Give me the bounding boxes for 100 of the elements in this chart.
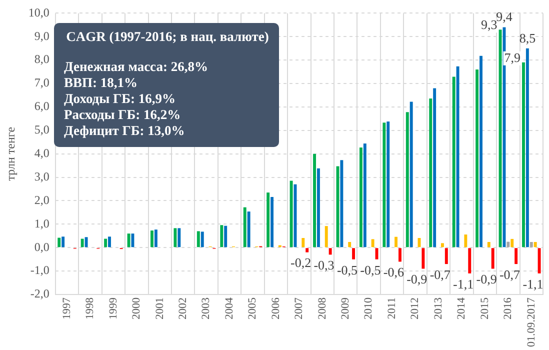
x-tick-label: 2007 xyxy=(293,297,306,320)
bar xyxy=(127,234,130,248)
bar xyxy=(502,27,506,248)
bar xyxy=(174,228,177,248)
annotation: Расходы ГБ: 16,2% xyxy=(64,107,182,123)
bar xyxy=(476,69,479,248)
x-tick-label: 1998 xyxy=(84,297,96,320)
annotation: CAGR (1997-2016; в нац. валюте) xyxy=(65,29,270,45)
bar xyxy=(382,122,386,248)
bar xyxy=(440,243,444,248)
bar xyxy=(452,76,456,248)
data-label: -0,3 xyxy=(314,258,334,273)
bar xyxy=(398,248,402,262)
bar xyxy=(506,242,510,248)
bar xyxy=(302,238,305,248)
data-label: -0,9 xyxy=(476,272,497,287)
bar xyxy=(480,56,482,248)
bar xyxy=(394,236,398,248)
y-tick-label: -1,0 xyxy=(30,263,50,278)
y-axis-title: трлн тенге xyxy=(3,126,18,181)
bar xyxy=(131,234,134,248)
x-tick-label: 2016 xyxy=(502,297,514,320)
x-tick-label: 2000 xyxy=(130,297,143,320)
x-tick-label: 1999 xyxy=(107,297,120,320)
bar xyxy=(306,248,309,252)
annotation: Доходы ГБ: 16,9% xyxy=(64,91,177,107)
x-tick-label: 01.09.2017 xyxy=(525,297,538,347)
data-label: -0,6 xyxy=(383,264,404,280)
bar xyxy=(406,112,409,248)
bar xyxy=(220,225,224,248)
bar xyxy=(371,239,374,248)
x-tick-label: 2010 xyxy=(362,297,375,320)
bar xyxy=(328,248,332,255)
bar xyxy=(491,248,494,269)
bar xyxy=(80,238,84,248)
bar xyxy=(468,248,472,274)
bar xyxy=(348,242,352,248)
annotation: Денежная масса: 26,8% xyxy=(64,59,209,75)
bar xyxy=(266,192,270,248)
y-tick-label: 3,0 xyxy=(34,169,50,184)
y-tick-label: -2,0 xyxy=(30,286,50,301)
x-tick-label: 2004 xyxy=(223,297,236,320)
bar xyxy=(510,238,514,248)
data-label: 9,4 xyxy=(496,9,513,24)
y-tick-label: 1,0 xyxy=(34,216,50,230)
bar xyxy=(538,248,541,274)
bar xyxy=(324,226,328,248)
bar xyxy=(410,102,413,248)
bar xyxy=(487,242,490,248)
bar xyxy=(444,248,448,264)
y-tick-label: 9,0 xyxy=(34,28,50,43)
bar xyxy=(534,242,537,248)
x-tick-label: 2009 xyxy=(340,297,352,320)
y-tick-label: 7,0 xyxy=(34,76,50,90)
y-tick-label: 0,0 xyxy=(34,240,50,254)
y-tick-label: 4,0 xyxy=(34,146,50,160)
bar xyxy=(224,226,228,248)
bar xyxy=(290,180,293,248)
bar xyxy=(464,234,468,248)
bar xyxy=(243,207,246,248)
data-label: -1,1 xyxy=(522,276,544,292)
bar xyxy=(58,238,61,248)
data-label: -0,7 xyxy=(499,266,521,282)
bar xyxy=(433,88,436,248)
bar xyxy=(316,168,320,248)
y-tick-label: 6,0 xyxy=(34,99,50,114)
y-tick-label: 2,0 xyxy=(34,192,50,207)
bar xyxy=(422,248,425,269)
x-tick-label: 2005 xyxy=(246,297,259,320)
x-tick-label: 1997 xyxy=(60,297,73,320)
data-label: 9,3 xyxy=(481,17,498,32)
x-tick-label: 2015 xyxy=(478,297,491,320)
bar xyxy=(386,122,390,248)
bar xyxy=(178,228,181,248)
bar xyxy=(270,196,274,248)
x-tick-label: 2008 xyxy=(316,297,328,320)
annotation: Дефицит ГБ: 13,0% xyxy=(64,123,186,139)
bar xyxy=(522,62,525,248)
bar xyxy=(429,98,432,248)
data-label: -0,9 xyxy=(406,272,428,287)
bar xyxy=(150,230,154,248)
x-tick-label: 2014 xyxy=(456,297,468,320)
bar xyxy=(456,66,460,248)
bar xyxy=(313,154,316,248)
bar xyxy=(340,160,344,248)
bar xyxy=(514,248,518,264)
bar xyxy=(108,236,111,248)
data-label: -0,5 xyxy=(336,262,358,278)
x-tick-label: 2002 xyxy=(176,298,189,320)
bar xyxy=(104,238,108,248)
y-tick-label: 8,0 xyxy=(34,52,50,66)
bar xyxy=(352,248,356,260)
x-tick-label: 2006 xyxy=(270,297,282,320)
data-label: 8,5 xyxy=(519,30,536,46)
data-label: -0,7 xyxy=(430,266,451,282)
bar xyxy=(530,242,533,248)
data-label: 7,9 xyxy=(504,50,520,65)
data-label: -1,1 xyxy=(453,276,474,292)
bar xyxy=(84,237,88,248)
bar xyxy=(62,236,65,248)
